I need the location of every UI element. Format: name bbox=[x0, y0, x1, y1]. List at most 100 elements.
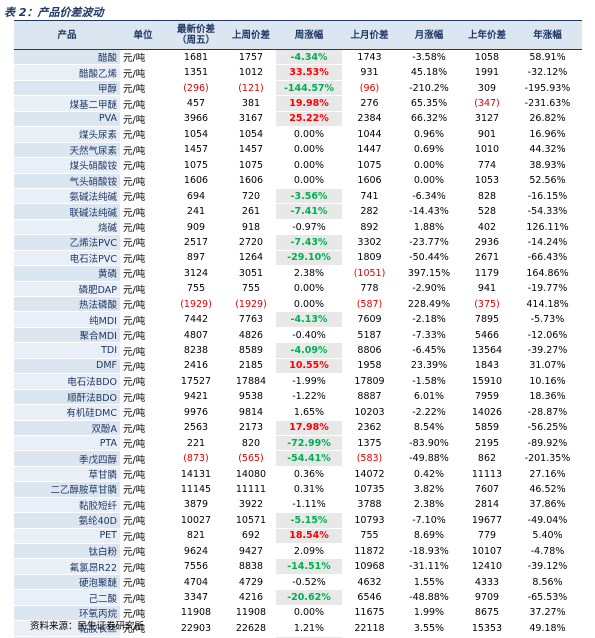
value-cell: 10107 bbox=[461, 543, 513, 560]
value-cell: 918 bbox=[226, 219, 276, 236]
value-cell: -32.12% bbox=[513, 64, 582, 81]
unit: 元/吨 bbox=[120, 265, 166, 282]
column-header: 上月价差 bbox=[342, 20, 397, 50]
table-row: PTA 元/吨 221 820 -72.99% 1375 -83.90% 2195 -89.92… bbox=[14, 435, 582, 452]
value-cell: 2.38% bbox=[397, 497, 461, 514]
value-cell: 1054 bbox=[166, 126, 226, 143]
value-cell: 901 bbox=[461, 126, 513, 143]
unit: 元/吨 bbox=[120, 512, 166, 529]
unit: 元/吨 bbox=[120, 528, 166, 545]
product-name: 黏胶长丝 bbox=[14, 620, 120, 637]
value-cell: 820 bbox=[226, 435, 276, 452]
value-cell: 52.56% bbox=[513, 173, 582, 189]
value-cell: 11908 bbox=[226, 605, 276, 622]
value-cell: (121) bbox=[226, 80, 276, 97]
value-cell: 1012 bbox=[226, 64, 276, 81]
value-cell: 18.54% bbox=[276, 528, 342, 545]
value-cell: -48.88% bbox=[397, 589, 461, 606]
value-cell: 10735 bbox=[342, 481, 397, 498]
value-cell: 7895 bbox=[461, 311, 513, 328]
value-cell: 1.99% bbox=[397, 605, 461, 622]
value-cell: 1053 bbox=[461, 173, 513, 189]
value-cell: 3788 bbox=[342, 497, 397, 514]
table-row: 二乙醇胺草甘膦 元/吨 11145 11111 0.31% 10735 3.82% 7607 4… bbox=[14, 481, 582, 498]
value-cell: -1.58% bbox=[397, 373, 461, 390]
value-cell: 10.16% bbox=[513, 373, 582, 390]
value-cell: 2.09% bbox=[276, 543, 342, 560]
value-cell: (587) bbox=[342, 296, 397, 313]
value-cell: 897 bbox=[166, 250, 226, 267]
value-cell: 5187 bbox=[342, 327, 397, 344]
product-name: 黄磷 bbox=[14, 265, 120, 282]
value-cell: 1.55% bbox=[397, 574, 461, 591]
value-cell: -14.51% bbox=[276, 558, 342, 575]
value-cell: -72.99% bbox=[276, 435, 342, 452]
value-cell: 4729 bbox=[226, 574, 276, 591]
value-cell: 2563 bbox=[166, 420, 226, 436]
value-cell: 11145 bbox=[166, 481, 226, 498]
value-cell: 0.00% bbox=[276, 126, 342, 143]
table-row: 气头硝酸铵 元/吨 1606 1606 0.00% 1606 0.00% 1053 52.56% bbox=[14, 173, 582, 189]
product-name: 顺酐法BDO bbox=[14, 389, 120, 406]
value-cell: -12.06% bbox=[513, 327, 582, 344]
value-cell: 13564 bbox=[461, 342, 513, 359]
value-cell: 694 bbox=[166, 188, 226, 205]
product-name: 黏胶短纤 bbox=[14, 497, 120, 514]
value-cell: 3051 bbox=[226, 265, 276, 282]
value-cell: 8.56% bbox=[513, 574, 582, 591]
table-row: DMF 元/吨 2416 2185 10.55% 1958 23.39% 1843 31.07% bbox=[14, 358, 582, 375]
value-cell: 45.18% bbox=[397, 64, 461, 81]
value-cell: 755 bbox=[166, 281, 226, 298]
value-cell: 10968 bbox=[342, 558, 397, 575]
value-cell: 3127 bbox=[461, 111, 513, 128]
unit: 元/吨 bbox=[120, 558, 166, 575]
value-cell: 6546 bbox=[342, 589, 397, 606]
product-name: 纯MDI bbox=[14, 311, 120, 328]
value-cell: 1457 bbox=[226, 142, 276, 159]
table-body: 醋酸 元/吨 1681 1757 -4.34% 1743 -3.58% 1058 58.91% 醋… bbox=[14, 49, 582, 638]
value-cell: 10.55% bbox=[276, 358, 342, 375]
value-cell: 9624 bbox=[166, 543, 226, 560]
value-cell: 1054 bbox=[226, 126, 276, 143]
table-row: 电石法BDO 元/吨 17527 17884 -1.99% 17809 -1.58% 1591… bbox=[14, 373, 582, 390]
value-cell: 0.00% bbox=[397, 157, 461, 174]
value-cell: -28.87% bbox=[513, 404, 582, 421]
table-row: 涤纶短纤元/吨85847481.23%57948.23%1787-51.97% bbox=[14, 636, 582, 638]
unit: 元/吨 bbox=[120, 173, 166, 189]
value-cell: 38.93% bbox=[513, 157, 582, 174]
value-cell: 22628 bbox=[226, 620, 276, 637]
value-cell: (873) bbox=[166, 450, 226, 467]
value-cell: -5.73% bbox=[513, 311, 582, 328]
value-cell: 0.00% bbox=[276, 157, 342, 174]
value-cell: 66.32% bbox=[397, 111, 461, 128]
product-name: 醋酸 bbox=[14, 49, 120, 66]
unit: 元/吨 bbox=[120, 450, 166, 467]
unit: 元/吨 bbox=[120, 574, 166, 591]
unit: 元/吨 bbox=[120, 111, 166, 128]
value-cell: 0.69% bbox=[397, 142, 461, 159]
table-row: 聚合MDI 元/吨 4807 4826 -0.40% 5187 -7.33% 5466 -12.… bbox=[14, 327, 582, 344]
table-row: 热法磷酸 元/吨 (1929) (1929) 0.00% (587) 228.49% (375… bbox=[14, 296, 582, 313]
value-cell: 474 bbox=[226, 636, 276, 638]
value-cell: 941 bbox=[461, 281, 513, 298]
value-cell: 14131 bbox=[166, 466, 226, 483]
table-row: 电石法PVC 元/吨 897 1264 -29.10% 1809 -50.44% 2671 -6… bbox=[14, 250, 582, 267]
value-cell: 10027 bbox=[166, 512, 226, 529]
unit: 元/吨 bbox=[120, 636, 166, 638]
value-cell: 23.39% bbox=[397, 358, 461, 375]
value-cell: 4704 bbox=[166, 574, 226, 591]
product-name: 联碱法纯碱 bbox=[14, 203, 120, 220]
value-cell: -0.97% bbox=[276, 219, 342, 236]
product-name: 氨纶40D bbox=[14, 512, 120, 529]
value-cell: 31.07% bbox=[513, 358, 582, 375]
value-cell: 1809 bbox=[342, 250, 397, 267]
unit: 元/吨 bbox=[120, 250, 166, 267]
unit: 元/吨 bbox=[120, 327, 166, 344]
value-cell: 1757 bbox=[226, 49, 276, 66]
value-cell: 2936 bbox=[461, 234, 513, 251]
value-cell: (1051) bbox=[342, 265, 397, 282]
value-cell: -4.78% bbox=[513, 543, 582, 560]
value-cell: -49.88% bbox=[397, 450, 461, 467]
value-cell: (1929) bbox=[226, 296, 276, 313]
value-cell: 1787 bbox=[461, 636, 513, 638]
